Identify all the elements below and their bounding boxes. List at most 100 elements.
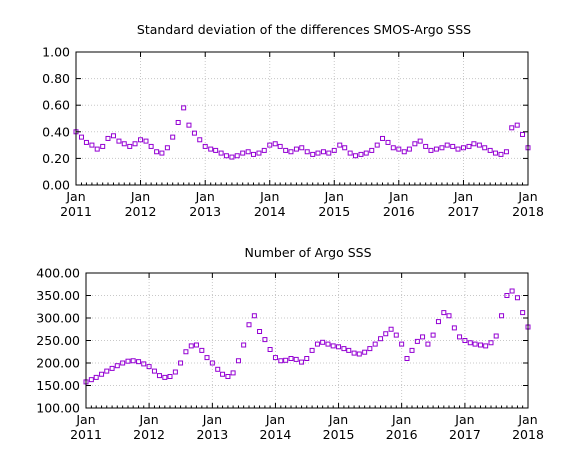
data-point: [141, 361, 147, 367]
data-point: [509, 125, 515, 131]
x-tick-label-year: 2016: [386, 427, 418, 442]
x-tick-label-year: 2015: [318, 204, 350, 219]
x-tick-label-month: Jan: [517, 189, 537, 204]
data-point: [356, 351, 362, 357]
data-point: [283, 147, 289, 153]
data-point: [435, 319, 441, 325]
data-point: [223, 153, 229, 159]
x-tick-label-year: 2013: [196, 427, 228, 442]
data-point: [482, 145, 488, 151]
y-tick-label: 0.80: [42, 71, 70, 86]
data-point: [347, 150, 353, 156]
data-point: [430, 332, 436, 338]
data-point: [125, 358, 131, 364]
x-tick-label-month: Jan: [75, 412, 95, 427]
data-point: [256, 150, 262, 156]
data-point: [109, 365, 115, 371]
data-point: [215, 366, 221, 372]
data-point: [310, 151, 316, 157]
data-point: [120, 360, 126, 366]
data-point: [393, 332, 399, 338]
data-point: [278, 358, 284, 364]
data-point: [230, 370, 236, 376]
data-point: [341, 346, 347, 352]
data-point: [114, 363, 120, 369]
data-point: [378, 336, 384, 342]
data-point: [159, 150, 165, 156]
data-point: [471, 141, 477, 147]
y-tick-label: 0.00: [42, 178, 70, 193]
data-point: [367, 346, 373, 352]
y-tick-label: 0.40: [42, 124, 70, 139]
data-point: [423, 143, 429, 149]
data-point: [380, 135, 386, 141]
data-point: [351, 350, 357, 356]
data-point: [326, 150, 332, 156]
data-point: [88, 377, 94, 383]
data-point: [404, 356, 410, 361]
data-point: [78, 134, 84, 140]
data-point: [462, 338, 468, 343]
data-point: [130, 358, 136, 364]
data-point: [121, 141, 127, 147]
x-tick-label-year: 2018: [512, 427, 544, 442]
data-point: [104, 368, 110, 374]
data-point: [148, 143, 154, 149]
data-point: [138, 137, 144, 143]
x-tick-label-year: 2017: [449, 427, 481, 442]
data-point: [320, 339, 326, 345]
data-point: [132, 141, 138, 147]
data-point: [315, 150, 321, 156]
y-tick-label: 100.00: [36, 401, 80, 416]
data-point: [93, 374, 99, 380]
data-point: [202, 143, 208, 149]
data-point: [183, 349, 189, 355]
data-point: [425, 341, 431, 347]
data-point: [186, 122, 192, 128]
data-point: [191, 130, 197, 136]
x-tick-label-month: Jan: [388, 189, 408, 204]
data-point: [514, 295, 520, 301]
y-tick-label: 200.00: [36, 356, 80, 371]
data-point: [374, 142, 380, 148]
data-point: [488, 340, 494, 346]
data-point: [246, 322, 252, 328]
data-point: [204, 355, 210, 361]
x-tick-label-month: Jan: [517, 412, 537, 427]
data-point: [172, 369, 178, 375]
x-tick-label-month: Jan: [195, 189, 215, 204]
data-point: [503, 149, 509, 155]
y-tick-label: 150.00: [36, 378, 80, 393]
data-point: [262, 337, 268, 343]
data-point: [330, 343, 336, 349]
data-point: [267, 347, 273, 352]
data-point: [390, 145, 396, 151]
data-point: [94, 146, 100, 152]
data-point: [406, 146, 412, 152]
data-point: [251, 313, 257, 319]
data-point: [337, 142, 343, 148]
data-point: [208, 146, 214, 152]
data-point: [245, 149, 251, 155]
data-point: [146, 364, 152, 370]
data-point: [457, 334, 463, 340]
data-point: [336, 344, 342, 350]
x-tick-label-year: 2012: [125, 204, 157, 219]
x-tick-label-month: Jan: [453, 189, 473, 204]
data-point: [261, 147, 267, 153]
data-point: [293, 146, 299, 152]
data-point: [240, 150, 246, 156]
data-point: [372, 341, 378, 347]
data-point: [272, 141, 278, 147]
data-point: [401, 149, 407, 155]
data-point: [136, 359, 142, 365]
data-point: [409, 347, 415, 353]
data-point: [487, 147, 493, 153]
data-point: [520, 131, 526, 137]
y-tick-label: 250.00: [36, 333, 80, 348]
data-point: [241, 342, 247, 348]
data-point: [127, 143, 133, 149]
data-point: [460, 145, 466, 151]
x-tick-label-year: 2015: [323, 427, 355, 442]
data-point: [352, 153, 358, 159]
